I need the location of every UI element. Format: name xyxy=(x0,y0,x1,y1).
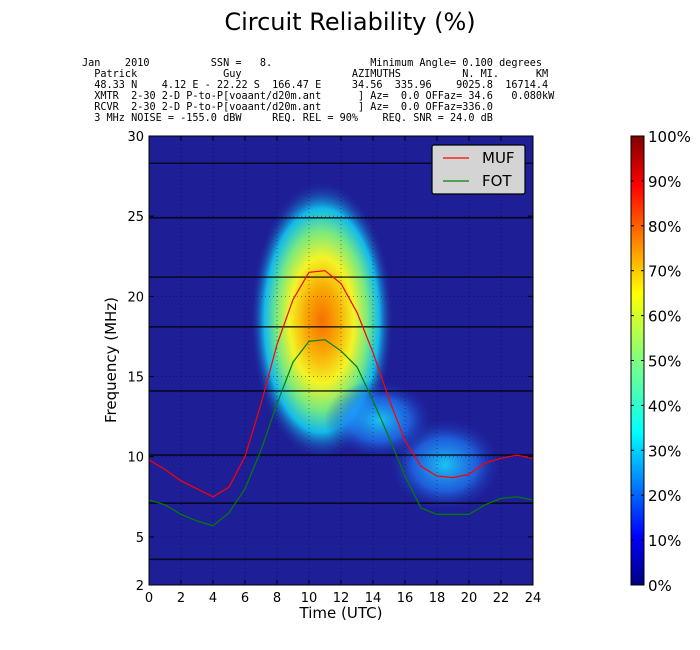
y-tick-label: 2 xyxy=(136,579,144,594)
colorbar-tick-label: 10% xyxy=(648,532,681,550)
y-tick-label: 5 xyxy=(136,531,144,546)
y-tick-label: 10 xyxy=(127,451,144,466)
x-axis-label: Time (UTC) xyxy=(299,604,383,622)
y-tick-label: 20 xyxy=(127,290,144,305)
colorbar-tick-label: 80% xyxy=(648,218,681,236)
x-tick-label: 16 xyxy=(397,591,414,606)
header-line-coords: 48.33 N 4.12 E - 22.22 S 166.47 E 34.56 … xyxy=(82,80,549,91)
header-line-rcvr: RCVR 2-30 2-D P-to-P[voaant/d20m.ant ] A… xyxy=(82,102,493,113)
band-lines xyxy=(149,162,533,561)
x-tick-label: 6 xyxy=(241,591,249,606)
header-line-date-ssn: Jan 2010 SSN = 8. Minimum Angle= 0.100 d… xyxy=(82,58,543,69)
legend-label-fot: FOT xyxy=(482,172,512,190)
colorbar-tick-label: 100% xyxy=(648,128,691,146)
x-tick-label: 0 xyxy=(145,591,153,606)
header-line-noise: 3 MHz NOISE = -155.0 dBW REQ. REL = 90% … xyxy=(82,113,493,124)
x-tick-label: 8 xyxy=(273,591,281,606)
reliability-bridge-blob xyxy=(324,379,435,460)
colorbar-tick-label: 20% xyxy=(648,487,681,505)
colorbar-ticks: 0% 10% 20% 30% 40% 50% 60% 70% 80% 90% 100% xyxy=(631,128,691,595)
y-axis-label: Frequency (MHz) xyxy=(102,297,120,423)
colorbar-tick-label: 60% xyxy=(648,308,681,326)
colorbar-tick-label: 0% xyxy=(648,577,672,595)
x-tick-label: 20 xyxy=(461,591,478,606)
colorbar-tick-label: 50% xyxy=(648,353,681,371)
x-tick-label: 18 xyxy=(429,591,446,606)
y-tick-label: 25 xyxy=(127,210,144,225)
colorbar-tick-label: 40% xyxy=(648,397,681,415)
series-line-muf xyxy=(149,270,533,498)
x-tick-label: 14 xyxy=(365,591,382,606)
legend-box xyxy=(431,144,526,195)
series-line-fot xyxy=(149,339,533,527)
colorbar-tick-label: 90% xyxy=(648,173,681,191)
x-tick-label: 24 xyxy=(525,591,542,606)
x-tick-label: 22 xyxy=(493,591,510,606)
y-tick-label: 30 xyxy=(127,130,144,145)
colorbar-tick-label: 70% xyxy=(648,263,681,281)
chart-title: Circuit Reliability (%) xyxy=(224,8,476,36)
grid-lines xyxy=(149,136,533,585)
header-line-xmtr: XMTR 2-30 2-D P-to-P[voaant/d20m.ant ] A… xyxy=(82,91,555,102)
legend-label-muf: MUF xyxy=(482,149,515,167)
x-tick-label: 12 xyxy=(333,591,350,606)
x-tick-label: 10 xyxy=(301,591,318,606)
x-tick-label: 2 xyxy=(177,591,185,606)
legend: MUF FOT xyxy=(431,144,526,195)
header-line-sites: Patrick Guy AZIMUTHS N. MI. KM xyxy=(82,69,549,80)
x-tick-label: 4 xyxy=(209,591,217,606)
curve-layer xyxy=(149,270,533,527)
colorbar-tick-label: 30% xyxy=(648,442,681,460)
y-tick-label: 15 xyxy=(127,371,144,386)
